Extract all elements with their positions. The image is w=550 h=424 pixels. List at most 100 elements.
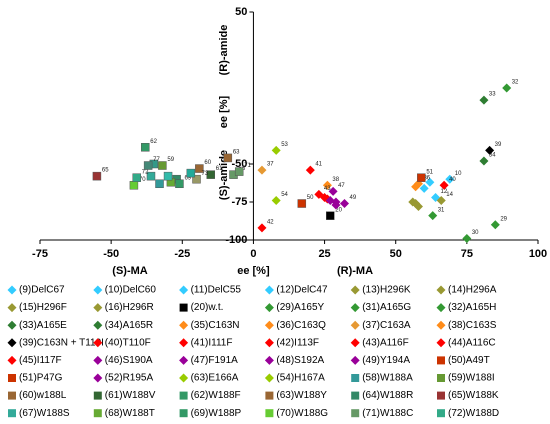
legend-marker [179,303,188,312]
legend-label: (40)T110F [105,337,151,348]
point-label: 49 [349,195,356,201]
legend-marker [93,285,103,295]
point [155,179,164,189]
legend-marker [93,391,102,400]
legend-label: (45)I117F [19,355,62,366]
legend-label: (46)S190A [105,355,153,366]
point-label: 31 [438,207,445,213]
legend-marker [93,303,103,313]
legend-marker [93,320,103,330]
point [462,233,472,243]
point [425,177,435,187]
point [413,202,423,212]
point-label: 73 [202,171,209,177]
legend-label: (31)A165G [362,302,411,313]
legend-marker [351,391,360,400]
legend-marker [93,409,102,418]
legend-marker [264,285,274,295]
legend-marker [350,355,360,365]
legend-marker [436,320,446,330]
legend-label: (32)A165H [448,302,496,313]
point [129,181,139,190]
legend-marker [93,338,103,348]
x-tick-label: -75 [32,248,48,260]
x-axis-label: (S)-MA [112,265,147,277]
point-label: 38 [332,177,339,183]
point [132,173,142,182]
legend-marker [7,320,17,330]
legend-label: (67)W188S [19,408,70,419]
legend-label: (29)A165Y [276,302,324,313]
point [143,161,153,170]
legend-label: (41)I111F [191,337,233,348]
point-label: 32 [512,80,519,86]
point [419,183,429,193]
point [175,179,184,189]
point-label: 12 [441,189,448,195]
legend-label: (38)C163S [448,320,497,331]
legend-marker [436,285,446,295]
legend-marker [179,409,188,418]
point-label: 77 [153,157,160,163]
x-axis-label: (R)-MA [337,265,373,277]
y-axis-label: ee [%] [218,95,230,128]
point [223,153,233,163]
legend-label: (14)H296A [448,285,497,296]
x-tick-label: 100 [529,248,547,260]
legend-label: (58)W188A [362,373,413,384]
point [146,171,156,181]
x-tick-label: 75 [461,248,473,260]
point [322,180,332,190]
point [490,220,500,230]
y-tick-label: 50 [235,6,247,18]
legend-marker [93,355,103,365]
point [206,170,215,179]
legend-marker [179,391,188,400]
x-tick-label: -50 [103,248,119,260]
point-label: 10 [455,171,462,177]
point [328,186,338,196]
point [331,200,341,210]
legend-label: (50)A49T [448,355,490,366]
legend-marker [350,320,360,330]
point [485,145,495,155]
point-label: 47 [338,183,345,189]
legend-marker [264,355,274,365]
legend-marker [436,303,446,313]
legend-marker [7,338,17,348]
legend-marker [436,338,446,348]
legend-label: (36)C163Q [276,320,326,331]
point [257,165,267,175]
legend-marker [7,303,17,313]
legend-label: (43)A116F [362,337,409,348]
legend-marker [437,409,445,418]
legend-label: (35)C163N [191,320,240,331]
legend-marker [264,373,274,383]
legend-marker [8,391,16,400]
legend-marker [351,374,360,382]
legend-marker [264,338,274,348]
legend-marker [179,285,189,295]
legend-marker [8,409,16,418]
point-label: 69 [184,175,191,181]
legend-label: (54)H167A [276,373,325,384]
point [305,165,315,175]
point-label: 54 [281,192,288,198]
legend-label: (11)DelC55 [191,285,242,296]
legend-label: (59)W188I [448,373,495,384]
point [186,168,196,178]
legend-label: (48)S192A [276,355,324,366]
legend-marker [350,303,360,313]
point-label: 51 [426,169,433,175]
legend-label: (60)w188L [19,390,67,401]
y-tick-label: -50 [232,158,248,170]
legend-label: (39)C163N + T110I [19,337,104,348]
point [158,161,167,170]
legend-marker [265,409,274,418]
legend-marker [8,374,16,382]
point [479,95,489,105]
legend-label: (52)R195A [105,373,154,384]
legend-label: (37)C163A [362,320,411,331]
point-label: 34 [489,153,496,159]
